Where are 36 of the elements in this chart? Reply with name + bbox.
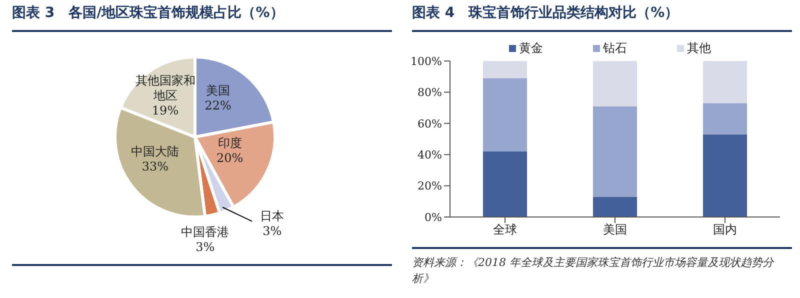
bar	[483, 151, 527, 217]
y-tick-label: 0%	[424, 210, 442, 224]
data-label: 19%	[152, 104, 179, 118]
chart-title: 图表 3 各国/地区珠宝首饰规模占比（%）	[12, 0, 392, 32]
slice-label: 美国	[206, 84, 230, 98]
data-label: 3%	[196, 240, 215, 254]
bar	[593, 196, 637, 217]
y-tick-label: 100%	[410, 54, 442, 68]
slice-label: 中国大陆	[131, 144, 180, 158]
data-label: 3%	[262, 224, 282, 238]
y-tick-label: 40%	[418, 148, 442, 162]
data-label: 22%	[204, 98, 232, 113]
bar	[703, 61, 747, 104]
x-tick-label: 国内	[713, 222, 737, 237]
chart-title: 图表 4 珠宝首饰行业品类结构对比（%）	[412, 0, 792, 32]
bar	[483, 78, 527, 152]
data-label: 33%	[142, 159, 169, 174]
slice-label: 其他国家和地区	[135, 74, 196, 103]
bar	[593, 61, 637, 106]
legend-label: 其他	[686, 40, 711, 57]
bar	[593, 106, 637, 197]
x-tick-label: 美国	[603, 222, 627, 237]
text: 资料来源：《2018 年全球及主要国家珠宝首饰行业市场容量及现状趋势分析》	[412, 255, 775, 287]
y-tick-label: 20%	[418, 180, 442, 193]
data-label: 20%	[216, 151, 244, 166]
legend-label: 钻石	[602, 40, 627, 57]
slice-label: 日本	[260, 208, 284, 223]
bar	[703, 134, 747, 217]
x-tick-label: 全球	[493, 222, 517, 237]
y-tick-label: 80%	[418, 86, 442, 100]
slice-label: 印度	[218, 136, 242, 150]
slice-label: 中国香港	[181, 224, 230, 239]
bar	[483, 61, 527, 78]
legend-label: 黄金	[518, 40, 543, 57]
y-tick-label: 60%	[418, 117, 442, 130]
bar	[703, 103, 747, 134]
